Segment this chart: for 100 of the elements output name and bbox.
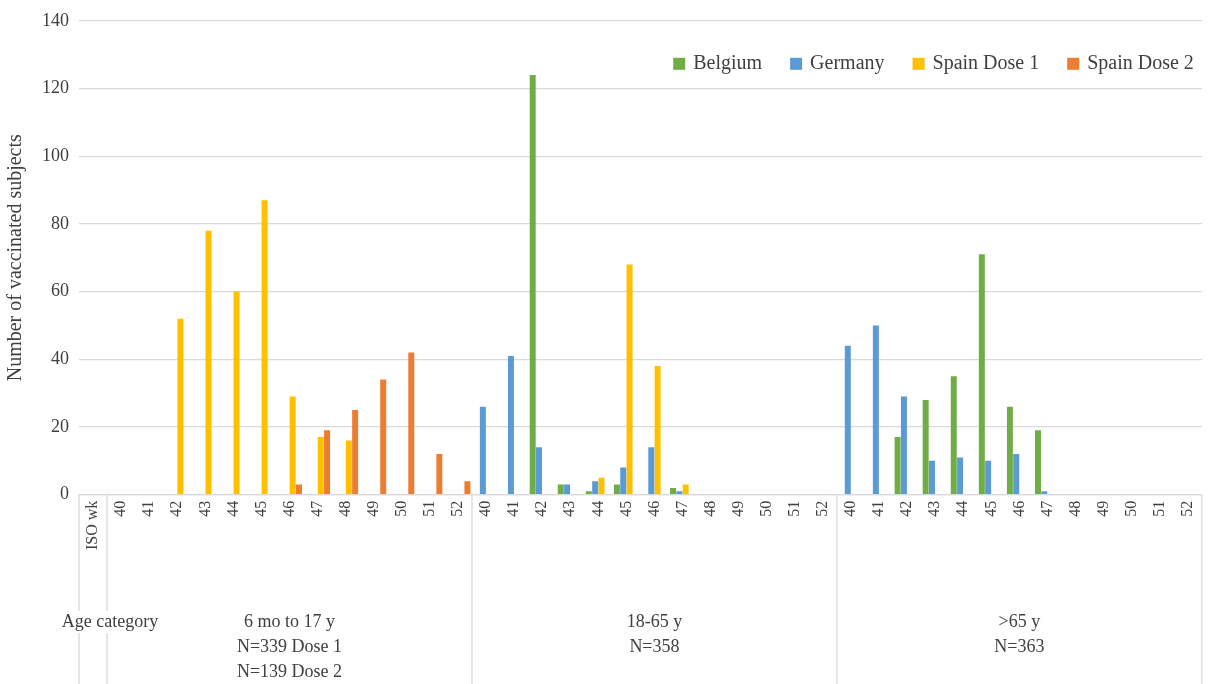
bar	[626, 264, 633, 495]
x-tick-label: 49	[728, 500, 746, 517]
x-tick-label: 52	[448, 500, 466, 517]
x-tick-label: 42	[167, 500, 185, 517]
x-tick-label: 50	[756, 500, 774, 517]
bar	[1034, 430, 1041, 495]
bar	[261, 200, 268, 495]
x-tick-label: ISO wk	[83, 500, 101, 551]
bar	[950, 376, 957, 495]
bar	[654, 366, 661, 495]
y-tick-label: 80	[51, 212, 69, 233]
y-axis-title: Number of vaccinated subjects	[3, 133, 27, 382]
bar	[900, 396, 907, 495]
x-tick-label: 48	[335, 500, 353, 517]
bar	[613, 484, 620, 495]
bar	[536, 447, 543, 495]
bar	[564, 484, 571, 495]
x-tick-label: 40	[476, 500, 494, 517]
bar	[844, 345, 851, 495]
legend-label: Germany	[810, 51, 885, 75]
x-tick-label: 44	[588, 500, 606, 517]
x-tick-label: 51	[1149, 500, 1167, 517]
x-tick-label: 51	[420, 500, 438, 517]
bar	[529, 74, 536, 495]
x-tick-label: 47	[1037, 500, 1055, 517]
bar	[205, 230, 212, 495]
bar	[436, 454, 443, 495]
bar	[585, 491, 592, 495]
x-tick-label: 52	[1178, 500, 1195, 517]
bar	[507, 355, 514, 495]
y-tick-label: 40	[51, 348, 69, 369]
bar	[682, 484, 689, 495]
x-tick-label: 49	[1093, 500, 1111, 517]
y-tick-label: 60	[51, 280, 69, 301]
x-tick-label: 42	[897, 500, 915, 517]
x-tick-label: 45	[616, 500, 634, 517]
bar	[557, 484, 564, 495]
x-tick-label: 40	[111, 500, 129, 517]
y-tick-label: 20	[51, 415, 69, 436]
x-tick-label: 43	[560, 500, 578, 517]
x-tick-label: 42	[532, 500, 550, 517]
bar	[317, 437, 324, 495]
bar	[1013, 454, 1020, 495]
bar	[233, 291, 240, 495]
y-tick-label: 0	[60, 483, 69, 504]
x-tick-label: 50	[1121, 500, 1139, 517]
y-tick-label: 120	[42, 77, 69, 98]
x-tick-label: 43	[925, 500, 943, 517]
bar	[676, 491, 683, 495]
bar	[380, 379, 387, 495]
x-tick-label: 45	[251, 500, 269, 517]
bar	[598, 477, 605, 495]
text: 18-65 y N=358	[626, 610, 683, 656]
bar	[620, 467, 627, 495]
bar	[324, 430, 331, 495]
bar	[670, 487, 677, 495]
x-tick-label: 47	[672, 500, 690, 517]
x-tick-label: 48	[1065, 500, 1083, 517]
bar	[479, 406, 486, 495]
text: Age category	[61, 610, 159, 631]
bar	[957, 457, 964, 495]
x-tick-label: 48	[700, 500, 718, 517]
x-tick-label: 46	[1009, 500, 1027, 517]
legend-label: Spain Dose 2	[1087, 51, 1194, 75]
x-tick-label: 44	[223, 500, 241, 517]
bar	[648, 447, 655, 495]
bar	[1041, 491, 1048, 495]
legend-label: Spain Dose 1	[932, 51, 1040, 75]
y-tick-label: 140	[42, 9, 69, 30]
x-tick-label: 52	[813, 500, 831, 517]
bar	[464, 481, 471, 495]
x-tick-label: 46	[644, 500, 662, 517]
y-tick-label: 100	[42, 144, 69, 165]
x-tick-label: 41	[504, 500, 522, 517]
text: 6 mo to 17 y N=339 Dose 1 N=139 Dose 2	[236, 610, 343, 681]
x-tick-label: 41	[139, 500, 157, 517]
bar	[1006, 406, 1013, 495]
bar	[929, 460, 935, 495]
bar	[872, 325, 879, 495]
x-tick-label: 45	[981, 500, 999, 517]
bar	[289, 396, 296, 495]
bar	[177, 318, 184, 495]
x-tick-label: 44	[953, 500, 971, 517]
x-tick-label: 51	[785, 500, 803, 517]
bar	[592, 481, 599, 495]
bar	[894, 437, 901, 495]
x-tick-label: 50	[392, 500, 410, 517]
x-tick-label: 41	[869, 500, 887, 517]
bar	[296, 484, 303, 495]
text: >65 y N=363	[994, 610, 1045, 656]
bar	[978, 254, 985, 495]
bar	[985, 460, 992, 495]
legend-label: Belgium	[693, 51, 763, 75]
bar	[922, 399, 929, 495]
x-tick-label: 47	[307, 500, 325, 517]
x-tick-label: 40	[841, 500, 859, 517]
x-tick-label: 49	[363, 500, 381, 517]
bar	[352, 410, 359, 495]
bar	[345, 440, 352, 495]
bar	[408, 352, 415, 495]
